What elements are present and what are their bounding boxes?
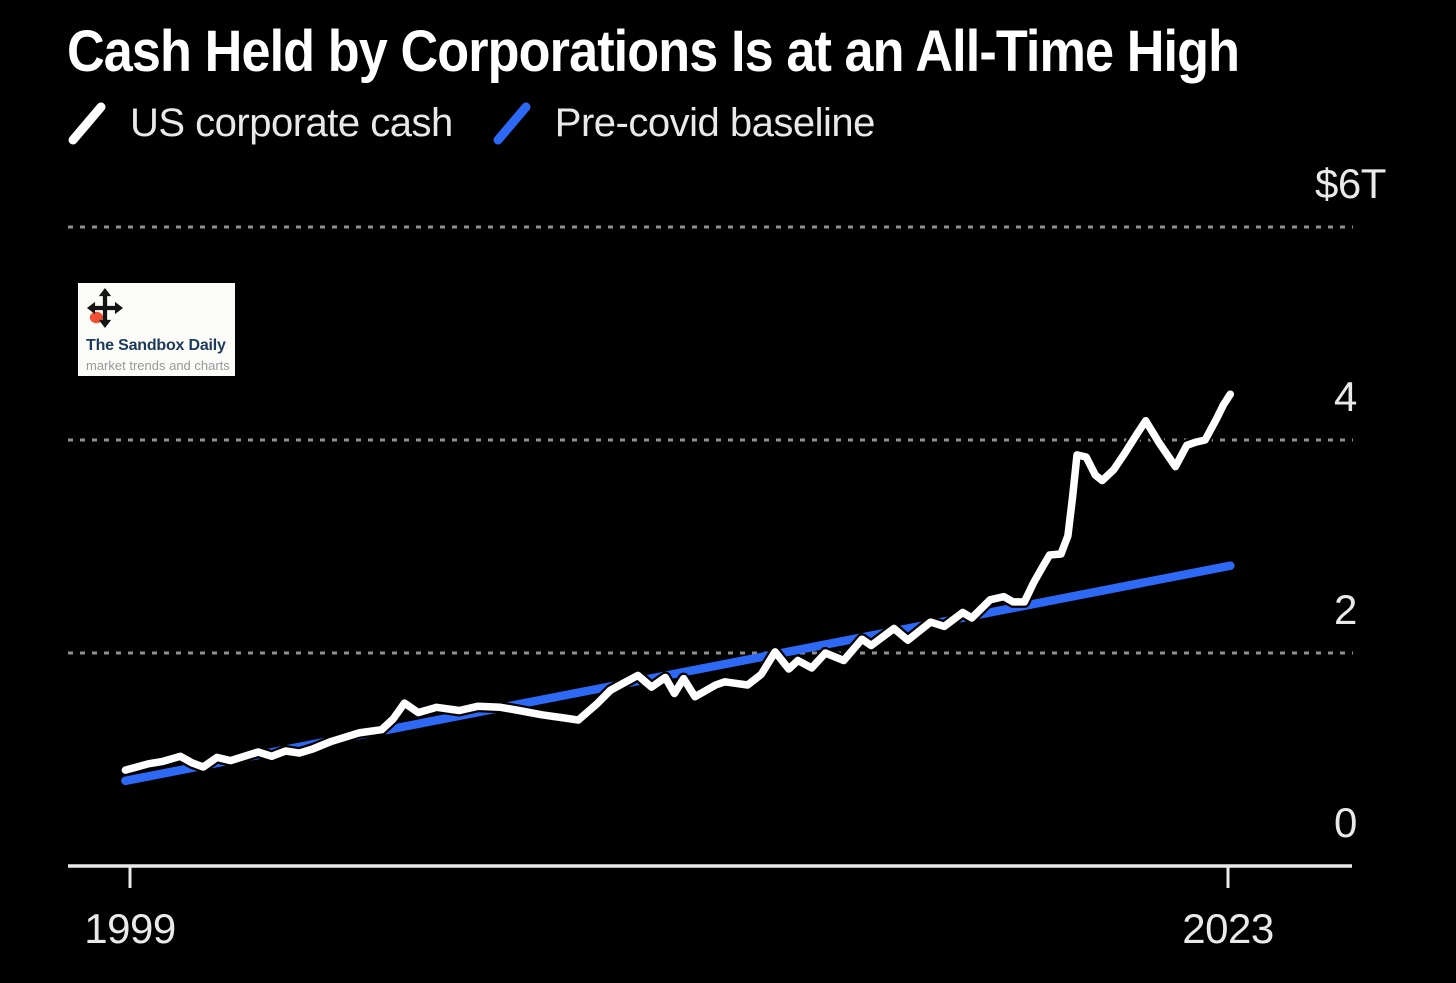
watermark-subtitle: market trends and charts xyxy=(86,358,230,373)
chart-title: Cash Held by Corporations Is at an All-T… xyxy=(67,19,1240,84)
series-us-corporate-cash-halo xyxy=(119,388,1237,777)
watermark-card[interactable]: The Sandbox Daily market trends and char… xyxy=(78,283,235,376)
x-axis-label: 2023 xyxy=(1182,905,1274,952)
legend-item-pre-covid-baseline: Pre-covid baseline xyxy=(491,100,875,146)
legend-item-label: US corporate cash xyxy=(130,100,453,145)
series-us-corporate-cash xyxy=(121,390,1235,774)
y-axis-label: 2 xyxy=(1334,586,1357,633)
watermark-title: The Sandbox Daily xyxy=(86,337,226,354)
y-axis-label: 0 xyxy=(1334,799,1357,846)
x-axis-label: 1999 xyxy=(84,905,176,952)
legend-item-label: Pre-covid baseline xyxy=(554,100,876,145)
white-slash-icon xyxy=(68,102,106,145)
y-axis-label: 4 xyxy=(1334,373,1357,420)
move-icon xyxy=(86,288,124,328)
blue-slash-icon xyxy=(493,102,531,145)
legend-item-us-corporate-cash: US corporate cash xyxy=(66,100,453,146)
y-axis-label: $6T xyxy=(1315,160,1386,207)
legend: US corporate cash Pre-covid baseline xyxy=(66,100,875,146)
